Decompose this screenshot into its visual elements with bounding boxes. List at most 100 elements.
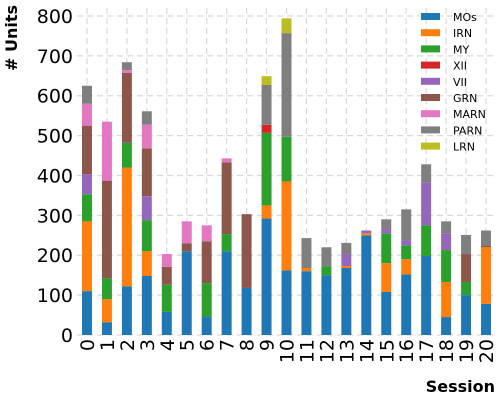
bar-segment-mos [221, 251, 232, 335]
x-tick-label: 20 [476, 339, 498, 363]
y-tick-label: 0 [61, 325, 73, 347]
x-axis-title: Session [426, 377, 495, 396]
bar-segment-grn [81, 125, 92, 175]
x-tick-label: 11 [296, 339, 318, 363]
bar-segment-irn [301, 268, 312, 272]
bar-segment-vii [341, 254, 352, 267]
bar-segment-mos [281, 270, 292, 335]
x-tick-label: 6 [197, 339, 219, 351]
bar-segment-irn [441, 281, 452, 318]
x-tick-label: 7 [217, 339, 239, 351]
bar-segment-marn [81, 103, 92, 126]
legend-swatch-marn [421, 110, 440, 118]
bar-segment-my [221, 234, 232, 252]
bar-segment-mos [101, 322, 112, 335]
bar-segment-parn [141, 111, 152, 125]
bar-segment-parn [81, 85, 92, 104]
bar-segment-mos [141, 275, 152, 335]
legend-label-my: MY [453, 43, 469, 56]
x-tick-label: 8 [237, 339, 259, 351]
bar-segment-vii [401, 240, 412, 246]
bar-segment-marn [161, 254, 172, 267]
bar-segment-parn [381, 219, 392, 229]
bar-segment-my [321, 266, 332, 276]
legend: MOs IRN MY XII VII GRN MARN PARN LRN [421, 11, 486, 154]
x-tick-label: 18 [436, 339, 458, 363]
bar-segment-my [201, 283, 212, 318]
bar-segment-my [421, 225, 432, 257]
y-tick-label: 400 [37, 165, 73, 187]
bar-segment-grn [221, 162, 232, 235]
bar-segment-marn [221, 158, 232, 163]
x-tick-label: 16 [396, 339, 418, 363]
bar-segment-irn [381, 263, 392, 292]
x-tick-label: 9 [257, 339, 279, 351]
y-tick-label: 300 [37, 205, 73, 227]
bar-segment-marn [121, 70, 132, 74]
legend-swatch-my [421, 45, 440, 53]
legend-swatch-grn [421, 94, 440, 101]
legend-swatch-mos [421, 13, 440, 20]
x-tick-label: 15 [376, 339, 398, 363]
bar-segment-mos [121, 286, 132, 335]
bar-segment-grn [241, 214, 252, 288]
bar-segment-mos [301, 271, 312, 335]
bar-segment-mos [421, 256, 432, 335]
bar-segment-grn [481, 245, 492, 248]
bar-segment-xii [261, 124, 272, 133]
bar-segment-grn [161, 266, 172, 285]
bars-layer [81, 18, 492, 335]
y-tick-label: 600 [37, 86, 73, 108]
bar-segment-mos [381, 291, 392, 335]
bar-segment-irn [481, 247, 492, 304]
x-tick-label: 13 [336, 339, 358, 363]
bar-segment-my [101, 278, 112, 300]
y-axis-title: # Units [2, 5, 21, 71]
bar-segment-my [281, 136, 292, 182]
bar-segment-vii [441, 233, 452, 251]
bar-segment-irn [281, 181, 292, 271]
bar-segment-grn [201, 241, 212, 284]
bar-segment-my [81, 194, 92, 222]
legend-swatch-irn [421, 29, 440, 37]
y-tick-label: 100 [37, 285, 73, 307]
legend-label-mos: MOs [453, 11, 477, 24]
y-tick-label: 800 [37, 6, 73, 28]
bar-segment-my [141, 220, 152, 252]
legend-label-irn: IRN [453, 27, 472, 40]
bar-segment-parn [421, 164, 432, 183]
bar-segment-my [461, 281, 472, 296]
x-tick-label: 12 [316, 339, 338, 363]
bar-segment-mos [481, 303, 492, 335]
bar-segment-irn [401, 259, 412, 275]
bar-segment-mos [461, 295, 472, 335]
bar-segment-mos [81, 291, 92, 335]
y-tick-label: 700 [37, 46, 73, 68]
bar-segment-mos [441, 317, 452, 335]
bar-segment-my [261, 132, 272, 206]
y-tick-label: 500 [37, 126, 73, 148]
bar-segment-lrn [281, 18, 292, 34]
legend-swatch-xii [421, 61, 440, 69]
bar-segment-irn [361, 233, 372, 236]
bar-segment-vii [141, 196, 152, 221]
bar-segment-parn [281, 33, 292, 137]
bar-segment-parn [261, 84, 272, 125]
bar-segment-parn [321, 247, 332, 267]
bar-segment-grn [121, 73, 132, 143]
bar-segment-mos [241, 287, 252, 335]
bar-segment-grn [461, 254, 472, 282]
legend-swatch-vii [421, 77, 440, 85]
bar-segment-mos [261, 218, 272, 335]
bar-segment-my [381, 233, 392, 264]
y-axis-ticks: 0 100 200 300 400 500 600 700 800 [37, 6, 73, 347]
bar-segment-mos [341, 268, 352, 335]
bar-segment-vii [381, 228, 392, 234]
bar-segment-irn [121, 167, 132, 287]
bar-segment-parn [401, 209, 412, 241]
x-tick-label: 10 [277, 339, 299, 363]
bar-segment-vii [361, 230, 372, 234]
